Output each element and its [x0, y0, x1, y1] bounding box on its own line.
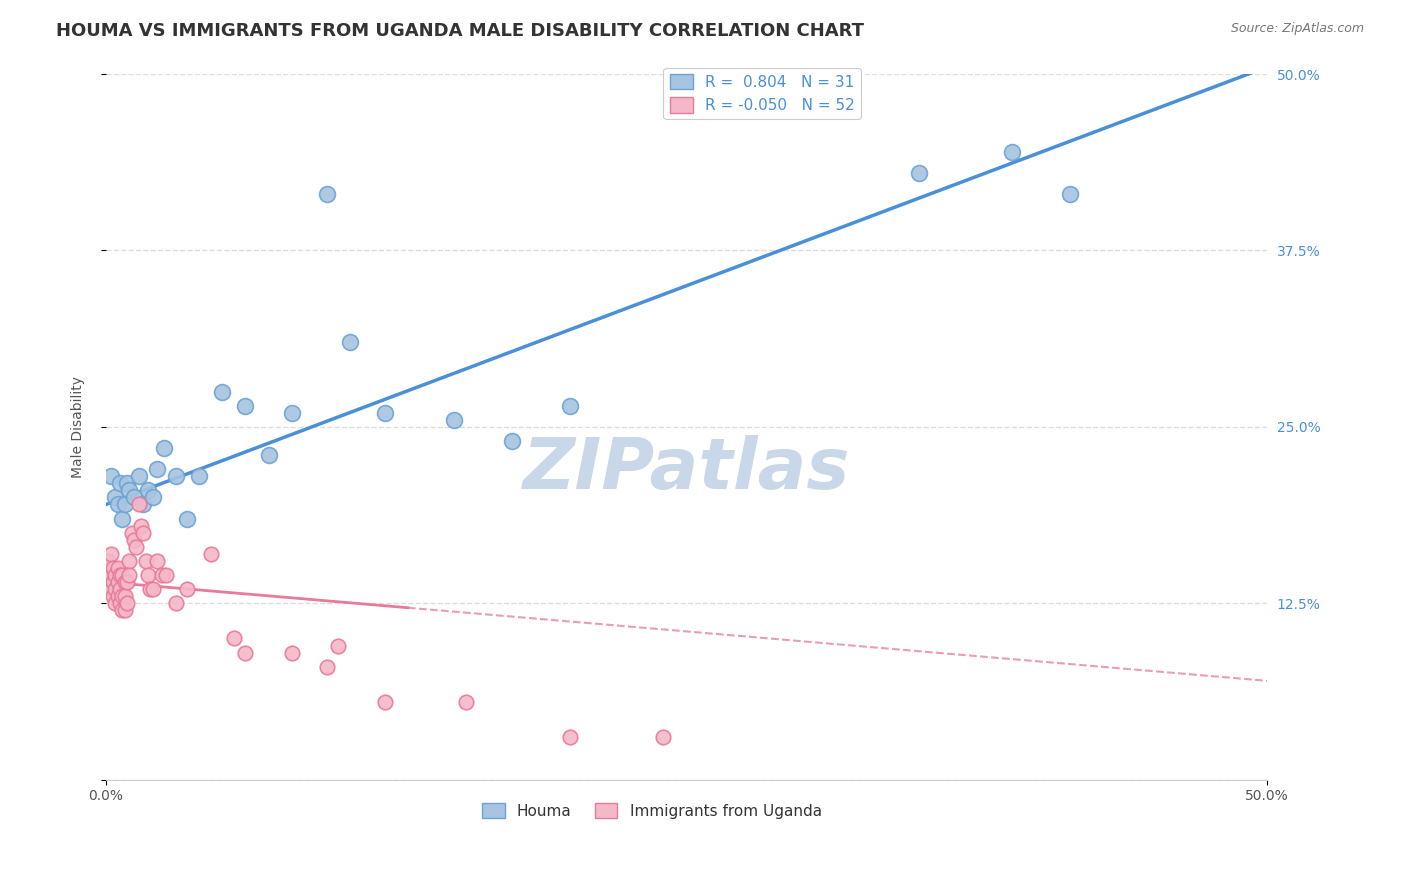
Point	[235, 399, 257, 413]
Point	[374, 695, 396, 709]
Point	[235, 646, 257, 660]
Point	[121, 525, 143, 540]
Point	[122, 491, 145, 505]
Point	[315, 186, 337, 201]
Point	[101, 589, 124, 603]
Point	[107, 561, 129, 575]
Point	[146, 462, 169, 476]
Point	[115, 575, 138, 590]
Point	[97, 568, 120, 582]
Point	[107, 589, 129, 603]
Point	[107, 498, 129, 512]
Legend: Houma, Immigrants from Uganda: Houma, Immigrants from Uganda	[475, 797, 828, 825]
Point	[135, 554, 157, 568]
Point	[108, 476, 131, 491]
Point	[107, 575, 129, 590]
Point	[104, 596, 127, 610]
Point	[122, 533, 145, 547]
Point	[222, 632, 245, 646]
Point	[132, 498, 155, 512]
Point	[111, 568, 134, 582]
Point	[108, 568, 131, 582]
Point	[176, 582, 198, 596]
Point	[155, 568, 177, 582]
Point	[652, 731, 675, 745]
Point	[100, 568, 122, 582]
Point	[104, 491, 127, 505]
Point	[1059, 186, 1081, 201]
Point	[136, 483, 159, 498]
Text: HOUMA VS IMMIGRANTS FROM UGANDA MALE DISABILITY CORRELATION CHART: HOUMA VS IMMIGRANTS FROM UGANDA MALE DIS…	[56, 22, 865, 40]
Point	[374, 406, 396, 420]
Point	[100, 547, 122, 561]
Point	[141, 582, 163, 596]
Point	[281, 406, 304, 420]
Point	[129, 518, 152, 533]
Point	[104, 582, 127, 596]
Point	[165, 469, 187, 483]
Point	[115, 596, 138, 610]
Point	[128, 498, 150, 512]
Point	[118, 554, 141, 568]
Point	[200, 547, 222, 561]
Point	[315, 659, 337, 673]
Text: Source: ZipAtlas.com: Source: ZipAtlas.com	[1230, 22, 1364, 36]
Point	[100, 469, 122, 483]
Point	[188, 469, 211, 483]
Point	[111, 511, 134, 525]
Point	[101, 575, 124, 590]
Point	[100, 582, 122, 596]
Point	[136, 568, 159, 582]
Point	[454, 695, 477, 709]
Point	[150, 568, 173, 582]
Point	[108, 596, 131, 610]
Point	[443, 413, 465, 427]
Point	[125, 540, 148, 554]
Point	[165, 596, 187, 610]
Point	[907, 166, 929, 180]
Point	[281, 646, 304, 660]
Point	[118, 568, 141, 582]
Point	[108, 582, 131, 596]
Point	[211, 384, 233, 399]
Point	[339, 335, 361, 350]
Text: ZIPatlas: ZIPatlas	[523, 434, 851, 504]
Point	[111, 589, 134, 603]
Point	[111, 603, 134, 617]
Point	[146, 554, 169, 568]
Point	[114, 589, 136, 603]
Point	[141, 491, 163, 505]
Point	[118, 483, 141, 498]
Point	[560, 731, 582, 745]
Point	[114, 603, 136, 617]
Point	[114, 575, 136, 590]
Point	[101, 561, 124, 575]
Point	[104, 568, 127, 582]
Point	[128, 469, 150, 483]
Point	[139, 582, 162, 596]
Point	[132, 525, 155, 540]
Point	[257, 448, 280, 462]
Point	[153, 441, 176, 455]
Point	[1001, 145, 1024, 159]
Point	[114, 498, 136, 512]
Point	[97, 554, 120, 568]
Point	[115, 476, 138, 491]
Point	[501, 434, 523, 448]
Y-axis label: Male Disability: Male Disability	[72, 376, 86, 478]
Point	[176, 511, 198, 525]
Point	[560, 399, 582, 413]
Point	[328, 639, 350, 653]
